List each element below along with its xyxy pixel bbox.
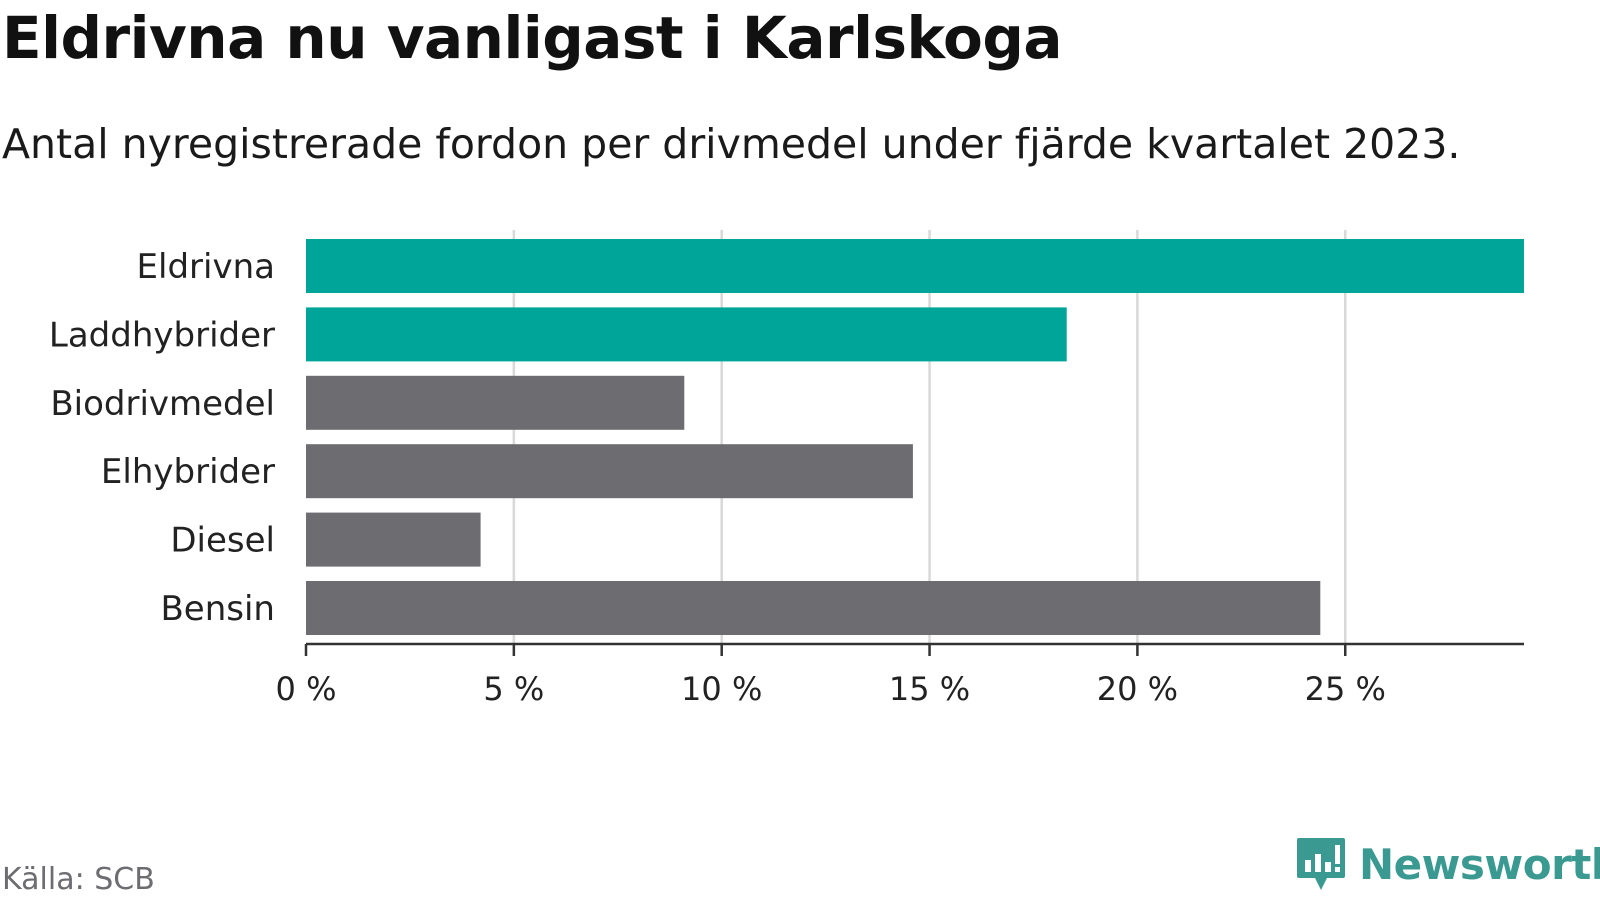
brand-name: Newsworthy [1359,839,1600,889]
source-note: Källa: SCB [2,862,155,897]
x-axis: 0 % 5 % 10 % 15 % 20 % 25 % [276,642,1524,708]
x-tick-label: 10 % [681,670,762,708]
x-tick-label: 0 % [276,670,337,708]
x-tick-label: 5 % [483,670,544,708]
x-tick-label: 25 % [1305,670,1386,708]
category-label: Bensin [160,589,275,629]
chart-subtitle: Antal nyregistrerade fordon per drivmede… [2,120,1461,168]
x-tick-label: 15 % [889,670,970,708]
category-label: Eldrivna [137,247,275,287]
category-labels: Eldrivna Laddhybrider Biodrivmedel Elhybrid… [49,247,275,629]
bar-laddhybrider [306,307,1067,362]
bar-elhybrider [306,444,913,499]
bar-biodrivmedel [306,375,685,430]
bar-diesel [306,512,481,567]
bar-bensin [306,581,1321,635]
brand-logo: Newsworthy [1295,836,1600,892]
category-label: Biodrivmedel [50,384,275,424]
category-label: Diesel [170,521,275,561]
category-label: Laddhybrider [49,315,275,355]
chart-title: Eldrivna nu vanligast i Karlskoga [2,4,1062,72]
grid-lines [512,230,1347,644]
bars [306,239,1524,635]
bar-eldrivna [306,239,1524,293]
category-label: Elhybrider [101,452,275,492]
newsworthy-chart-bubble-icon [1297,838,1345,890]
x-tick-label: 20 % [1097,670,1178,708]
bar-chart: Eldrivna Laddhybrider Biodrivmedel Elhybrid… [49,230,1524,708]
